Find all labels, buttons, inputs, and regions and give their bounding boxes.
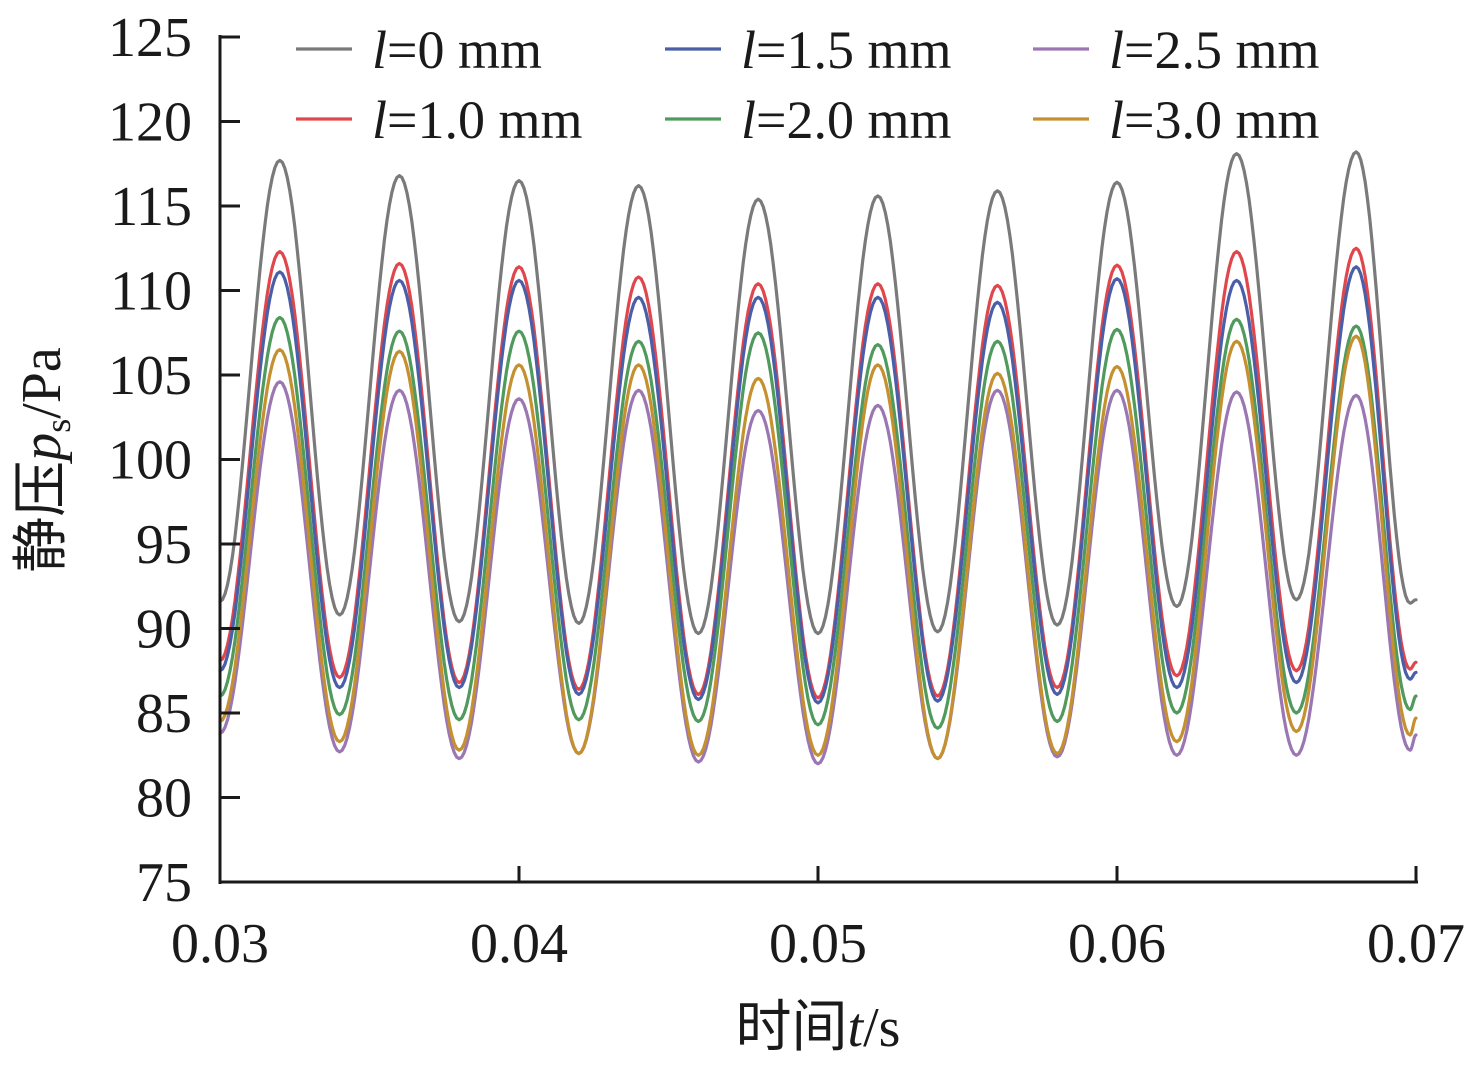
legend: l=0 mm l=1.5 mm l=2.5 mm l=1.0 mm l=2.0 mm l=…	[296, 20, 1319, 150]
y-axis-title: 静压ps/Pa	[11, 347, 78, 573]
series-line-1-5mm	[218, 265, 1418, 705]
x-tick-label: 0.05	[769, 913, 867, 975]
y-axis-title-var: p	[11, 433, 73, 465]
x-tick-label: 0.07	[1367, 913, 1465, 975]
y-tick-label: 115	[110, 176, 192, 238]
y-tick-label: 110	[110, 261, 192, 323]
y-axis-title-sub: s	[38, 419, 78, 433]
x-tick-label: 0.03	[171, 913, 269, 975]
legend-label: l=3.0 mm	[1109, 90, 1319, 150]
legend-label: l=2.5 mm	[1109, 20, 1319, 80]
legend-label: l=1.0 mm	[372, 90, 582, 150]
y-tick-label: 120	[108, 92, 192, 154]
y-tick-label: 90	[136, 599, 192, 661]
x-axis-title-unit: /s	[863, 997, 900, 1059]
legend-item: l=3.0 mm	[1033, 90, 1319, 150]
x-tick-label: 0.04	[470, 913, 568, 975]
y-ticks: 75 80 85 90 95 100 105 110 115 120 125	[108, 7, 240, 914]
legend-label: l=2.0 mm	[741, 90, 951, 150]
y-axis-title-prefix: 静压	[11, 461, 73, 573]
x-ticks: 0.03 0.04 0.05 0.06 0.07	[171, 866, 1465, 975]
legend-item: l=1.0 mm	[296, 90, 582, 150]
y-axis-title-unit: /Pa	[11, 347, 73, 419]
y-tick-label: 85	[136, 683, 192, 745]
legend-label: l=0 mm	[372, 20, 542, 80]
x-axis-title: 时间t/s	[736, 997, 901, 1059]
x-axis-title-var: t	[848, 997, 865, 1059]
legend-item: l=1.5 mm	[665, 20, 951, 80]
legend-item: l=2.0 mm	[665, 90, 951, 150]
x-tick-label: 0.06	[1068, 913, 1166, 975]
series-line-3-0mm	[218, 334, 1418, 761]
legend-label: l=1.5 mm	[741, 20, 951, 80]
series-line-1-0mm	[218, 246, 1418, 700]
y-tick-label: 75	[136, 852, 192, 914]
y-tick-label: 105	[108, 345, 192, 407]
y-tick-label: 125	[108, 7, 192, 69]
y-tick-label: 100	[108, 430, 192, 492]
legend-item: l=2.5 mm	[1033, 20, 1319, 80]
series-layer	[218, 150, 1418, 766]
y-tick-label: 80	[136, 768, 192, 830]
y-tick-label: 95	[136, 514, 192, 576]
legend-item: l=0 mm	[296, 20, 542, 80]
series-line-2-0mm	[218, 315, 1418, 730]
series-line-2-5mm	[218, 380, 1418, 766]
series-line-0mm	[218, 150, 1418, 636]
x-axis-title-prefix: 时间	[736, 997, 848, 1059]
